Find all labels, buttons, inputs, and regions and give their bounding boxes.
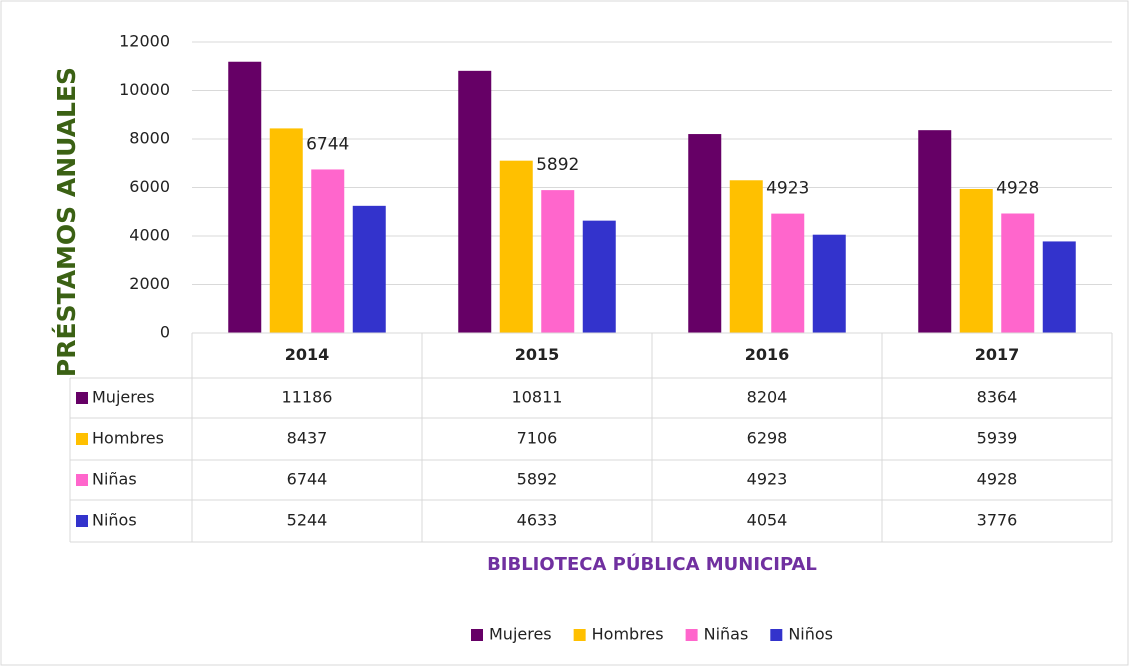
bar — [269, 128, 303, 333]
table-row-label: Niños — [92, 511, 137, 530]
x-tick-label: 2017 — [975, 345, 1020, 364]
bar — [1042, 241, 1076, 333]
table-legend-key — [76, 515, 88, 527]
legend-key — [770, 629, 783, 641]
legend-label: Mujeres — [489, 625, 552, 644]
table-row-label: Niñas — [92, 470, 137, 489]
bar — [541, 190, 575, 333]
bar — [729, 180, 763, 333]
bar — [582, 220, 616, 333]
bar — [688, 134, 722, 333]
data-label: 6744 — [306, 134, 349, 154]
table-legend-key — [76, 392, 88, 404]
legend: Mujeres Hombres Niñas Niños — [471, 625, 833, 644]
bar — [959, 188, 993, 333]
bar — [918, 130, 952, 333]
table-legend-key — [76, 474, 88, 486]
bar — [812, 234, 846, 333]
legend-label: Hombres — [592, 625, 664, 644]
legend-label: Niñas — [704, 625, 749, 644]
bar — [458, 70, 492, 333]
bar — [352, 205, 386, 333]
x-tick-label: 2014 — [285, 345, 330, 364]
table-cell: 4054 — [747, 511, 788, 530]
legend-label: Niños — [788, 625, 833, 644]
table-row-label: Hombres — [92, 429, 164, 448]
table-cell: 3776 — [977, 511, 1018, 530]
table-cell: 4928 — [977, 470, 1018, 489]
table-cell: 10811 — [512, 388, 563, 407]
legend-key — [685, 629, 698, 641]
x-axis-title: BIBLIOTECA PÚBLICA MUNICIPAL — [487, 553, 817, 575]
y-axis-title: PRÉSTAMOS ANUALES — [52, 67, 81, 377]
table-cell: 6744 — [287, 470, 328, 489]
table-cell: 8364 — [977, 388, 1018, 407]
y-tick-label: 12000 — [119, 32, 170, 51]
data-label: 4928 — [996, 178, 1039, 198]
table-cell: 11186 — [282, 388, 333, 407]
x-tick-label: 2016 — [745, 345, 790, 364]
y-tick-label: 6000 — [129, 177, 170, 196]
bar — [499, 160, 533, 333]
table-cell: 5892 — [517, 470, 558, 489]
y-tick-label: 10000 — [119, 80, 170, 99]
table-row-label: Mujeres — [92, 388, 155, 407]
data-label: 5892 — [536, 155, 579, 175]
y-tick-label: 2000 — [129, 274, 170, 293]
legend-key — [471, 629, 483, 641]
x-tick-label: 2015 — [515, 345, 560, 364]
table-cell: 4923 — [747, 470, 788, 489]
table-cell: 6298 — [747, 429, 788, 448]
bar — [1001, 213, 1035, 333]
table-cell: 8437 — [287, 429, 328, 448]
bar — [311, 169, 345, 333]
table-cell: 5244 — [287, 511, 328, 530]
table-cell: 5939 — [977, 429, 1018, 448]
bar — [228, 61, 262, 333]
y-tick-label: 0 — [160, 323, 170, 342]
y-tick-label: 8000 — [129, 129, 170, 148]
table-cell: 8204 — [747, 388, 788, 407]
y-tick-label: 4000 — [129, 226, 170, 245]
data-label: 4923 — [766, 179, 809, 199]
table-cell: 7106 — [517, 429, 558, 448]
bar — [771, 213, 805, 333]
table-cell: 4633 — [517, 511, 558, 530]
legend-key — [573, 629, 586, 641]
table-legend-key — [76, 433, 88, 445]
